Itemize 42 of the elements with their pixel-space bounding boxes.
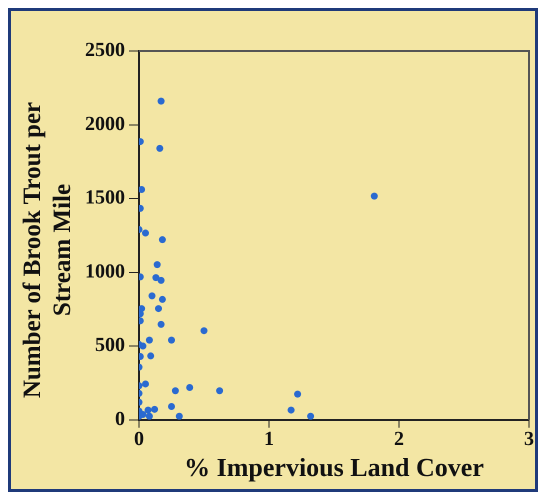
point — [152, 274, 160, 282]
point — [139, 186, 146, 194]
y-tick-label: 0 — [115, 408, 125, 430]
point — [154, 261, 161, 268]
point — [307, 412, 314, 420]
point — [294, 390, 302, 398]
point — [370, 192, 378, 200]
point — [148, 292, 156, 300]
point — [155, 305, 162, 312]
point — [288, 406, 295, 414]
point — [151, 406, 158, 413]
y-tick-label: 500 — [95, 334, 125, 356]
point — [158, 320, 165, 328]
x-axis-title: % Impervious Land Cover — [184, 453, 484, 482]
point — [216, 387, 224, 394]
point — [156, 144, 164, 152]
x-tick-label: 3 — [524, 428, 534, 450]
y-tick-label: 1500 — [85, 186, 125, 209]
x-tick-label: 1 — [264, 428, 274, 450]
x-tick-label: 2 — [394, 428, 404, 450]
y-tick-label: 2000 — [85, 112, 125, 135]
y-tick-label: 1000 — [85, 260, 125, 282]
point — [139, 342, 146, 350]
point — [168, 403, 175, 410]
point — [142, 230, 149, 237]
point — [186, 384, 194, 391]
point — [147, 352, 154, 360]
point — [142, 380, 149, 388]
point — [146, 336, 153, 344]
point — [200, 327, 208, 334]
point — [168, 336, 175, 344]
point — [158, 296, 166, 303]
x-tick-label: 0 — [134, 428, 144, 450]
point — [172, 387, 179, 394]
point — [158, 276, 165, 284]
point — [158, 236, 166, 244]
point — [144, 406, 152, 414]
y-tick-label: 2500 — [85, 39, 125, 62]
point — [158, 98, 165, 105]
point — [146, 412, 153, 420]
y-axis-title: Number of Brook Trout per Stream Mile — [18, 100, 77, 400]
point — [176, 412, 183, 420]
